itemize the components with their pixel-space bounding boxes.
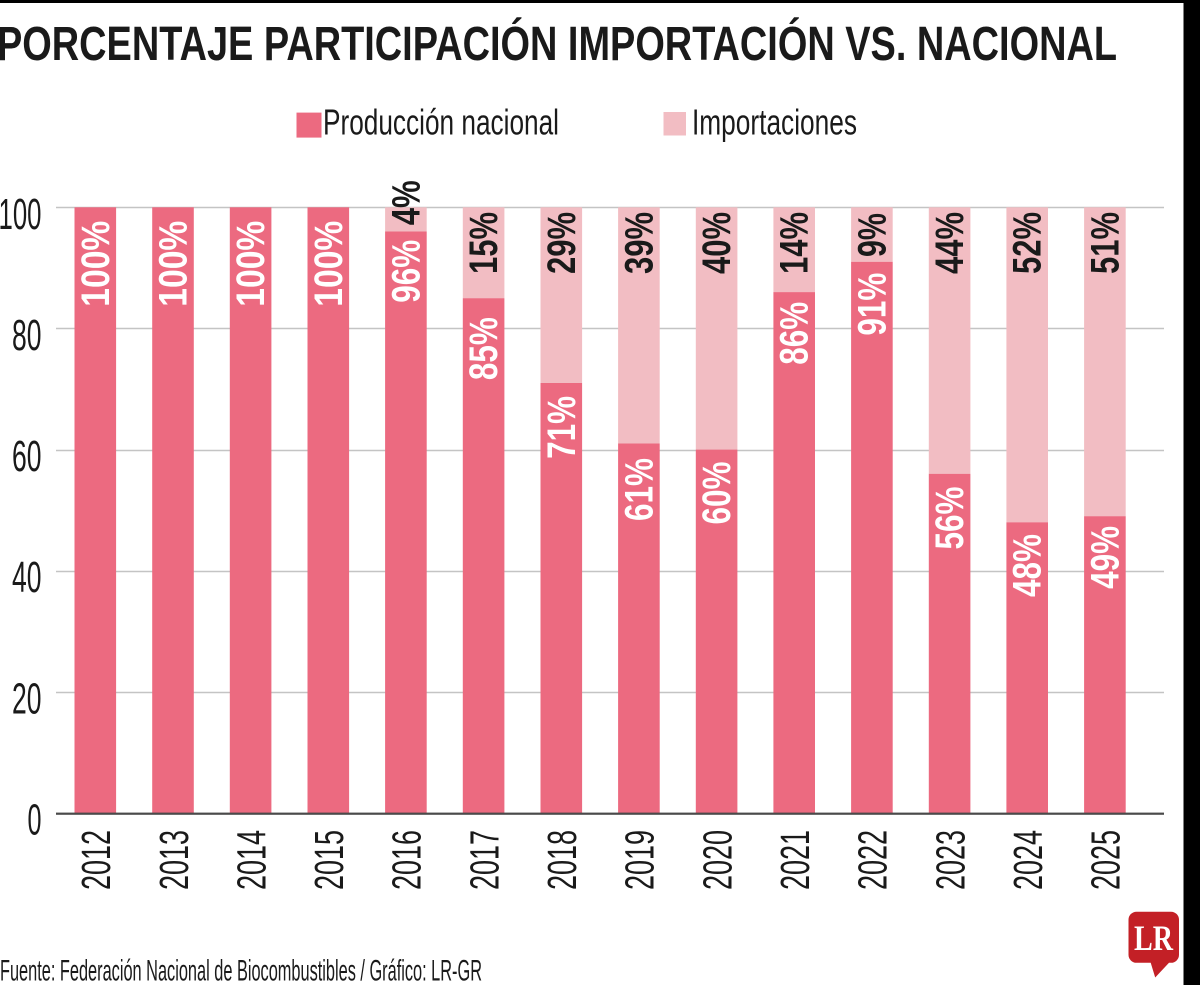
svg-text:2014: 2014 [228, 830, 274, 890]
svg-text:61%: 61% [617, 458, 661, 521]
svg-text:14%: 14% [773, 212, 817, 274]
svg-text:PORCENTAJE PARTICIPACIÓN IMPOR: PORCENTAJE PARTICIPACIÓN IMPORTACIÓN VS.… [0, 16, 1117, 71]
svg-text:2024: 2024 [1005, 830, 1051, 890]
svg-text:60: 60 [12, 432, 42, 481]
svg-text:40%: 40% [695, 212, 739, 274]
svg-text:100%: 100% [152, 221, 196, 307]
svg-text:Producción nacional: Producción nacional [323, 102, 559, 143]
svg-text:91%: 91% [850, 273, 894, 336]
svg-text:86%: 86% [773, 302, 817, 365]
svg-text:2012: 2012 [73, 830, 119, 890]
svg-text:2022: 2022 [850, 830, 896, 890]
svg-text:100: 100 [0, 190, 42, 239]
svg-text:0: 0 [28, 796, 42, 845]
svg-text:100%: 100% [74, 221, 118, 307]
svg-text:2016: 2016 [384, 830, 430, 890]
svg-text:15%: 15% [462, 212, 506, 274]
svg-text:2019: 2019 [617, 830, 663, 890]
svg-text:20: 20 [12, 674, 42, 723]
svg-text:56%: 56% [928, 487, 972, 550]
svg-text:2021: 2021 [772, 830, 818, 890]
svg-text:100%: 100% [229, 221, 273, 307]
svg-text:44%: 44% [928, 212, 972, 274]
svg-text:Importaciones: Importaciones [692, 102, 857, 143]
svg-text:LR: LR [1134, 918, 1174, 958]
svg-text:40: 40 [12, 553, 42, 602]
svg-text:71%: 71% [540, 396, 584, 459]
svg-text:39%: 39% [617, 212, 661, 274]
svg-text:2018: 2018 [539, 830, 585, 890]
svg-text:48%: 48% [1006, 534, 1050, 597]
svg-text:Fuente: Federación Nacional de: Fuente: Federación Nacional de Biocombus… [0, 955, 482, 985]
svg-text:49%: 49% [1083, 526, 1127, 589]
svg-text:2017: 2017 [461, 830, 507, 890]
svg-text:2020: 2020 [694, 830, 740, 890]
svg-text:51%: 51% [1083, 212, 1127, 274]
svg-text:85%: 85% [462, 317, 506, 380]
svg-text:29%: 29% [540, 212, 584, 274]
svg-text:60%: 60% [695, 462, 739, 525]
svg-text:96%: 96% [384, 240, 428, 303]
svg-text:9%: 9% [850, 213, 894, 257]
svg-text:2025: 2025 [1083, 830, 1129, 890]
svg-text:2015: 2015 [306, 830, 352, 890]
svg-text:2013: 2013 [151, 830, 197, 890]
svg-text:4%: 4% [384, 180, 428, 225]
svg-text:100%: 100% [307, 221, 351, 307]
svg-text:2023: 2023 [927, 830, 973, 890]
svg-text:80: 80 [12, 311, 42, 360]
svg-text:52%: 52% [1006, 212, 1050, 274]
